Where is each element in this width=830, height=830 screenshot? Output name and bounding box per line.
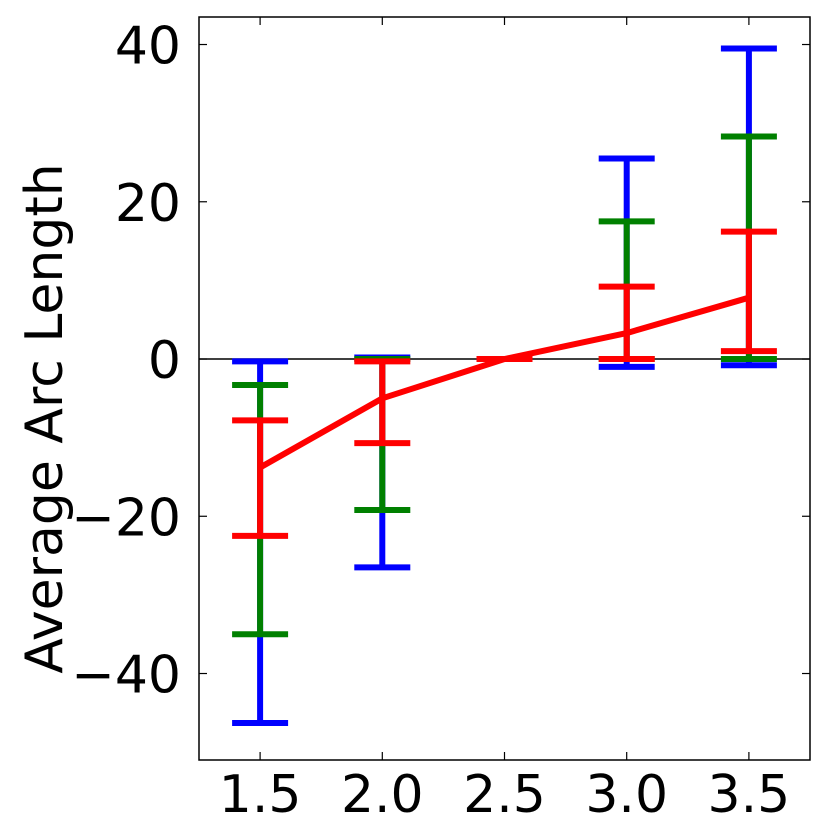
y-tick-label: −40 [71, 646, 181, 706]
x-tick-label: 1.5 [219, 765, 302, 825]
x-tick-label: 3.5 [708, 765, 791, 825]
y-tick-label: −20 [71, 488, 181, 548]
x-tick-label: 3.0 [585, 765, 668, 825]
x-tick-label: 2.0 [341, 765, 424, 825]
x-tick-label: 2.5 [463, 765, 546, 825]
mean-line [258, 294, 750, 471]
y-tick-label: 0 [148, 331, 181, 391]
y-tick-label: 40 [115, 17, 181, 77]
plot-frame [198, 16, 811, 761]
y-tick-label: 20 [115, 174, 181, 234]
y-axis-title: Average Arc Length [15, 163, 75, 673]
